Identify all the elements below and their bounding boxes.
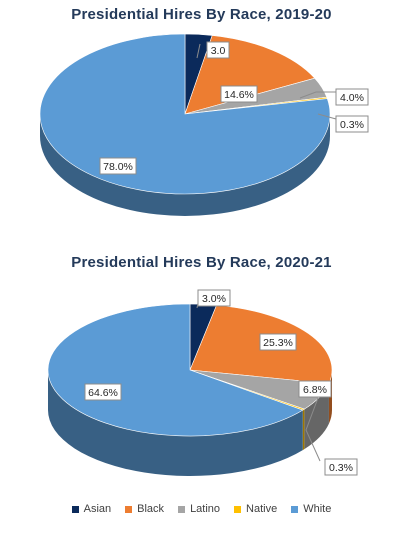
leader-line-native-2019-20 [317, 113, 337, 120]
svg-text:14.6%: 14.6% [224, 89, 254, 101]
chart-title-2020-21: Presidential Hires By Race, 2020-21 [71, 254, 332, 271]
pie-slice-white-2019-20 [39, 33, 331, 195]
svg-text:0.3%: 0.3% [340, 119, 364, 131]
legend-swatch-latino [178, 505, 186, 513]
data-label-latino-2019-20: 4.0% [335, 88, 369, 106]
svg-text:78.0%: 78.0% [103, 161, 133, 173]
chart-legend: Asian Black Latino Native White [0, 503, 403, 515]
legend-label-black: Black [137, 503, 165, 515]
legend-swatch-white [291, 505, 299, 513]
legend-item-asian: Asian [71, 503, 112, 515]
data-label-native-2019-20: 0.3% [335, 115, 369, 133]
svg-text:25.3%: 25.3% [263, 337, 293, 349]
data-label-black-2020-21: 25.3% [259, 333, 297, 351]
data-label-asian-2019-20: 3.0 [206, 41, 230, 59]
leader-line-asian-2019-20 [196, 43, 201, 59]
data-label-native-2020-21: 0.3% [324, 458, 358, 476]
data-label-white-2019-20: 78.0% [99, 157, 137, 175]
svg-text:3.0: 3.0 [211, 45, 226, 57]
legend-swatch-asian [71, 505, 79, 513]
pie-chart-2019-20: 3.0 14.6% 4.0% 0.3% 78.0% [39, 33, 369, 216]
leader-line-native-2020-21 [305, 397, 321, 462]
svg-text:64.6%: 64.6% [88, 387, 118, 399]
svg-text:4.0%: 4.0% [340, 92, 364, 104]
leader-line-latino-2019-20 [299, 91, 336, 99]
legend-item-black: Black [125, 503, 164, 515]
pie-chart-2020-21: 3.0% 25.3% 6.8% 0.3% 64.6% [47, 289, 358, 476]
legend-label-white: White [303, 503, 332, 515]
legend-item-native: Native [234, 503, 277, 515]
data-label-asian-2020-21: 3.0% [197, 289, 231, 307]
svg-text:3.0%: 3.0% [202, 293, 226, 305]
svg-text:0.3%: 0.3% [329, 462, 353, 474]
legend-swatch-native [234, 505, 242, 513]
pie-side-white-2020-21 [48, 370, 303, 476]
data-label-black-2019-20: 14.6% [220, 85, 258, 103]
pie-side-latino-2020-21 [304, 383, 329, 450]
legend-label-asian: Asian [83, 503, 112, 515]
chart-title-2019-20: Presidential Hires By Race, 2019-20 [71, 6, 332, 23]
legend-label-native: Native [246, 503, 278, 515]
pie-sides-2019-20 [40, 114, 330, 216]
legend-swatch-black [125, 505, 133, 513]
pie-side-white-2019-20 [40, 114, 330, 216]
pie-slice-white-2020-21 [47, 303, 304, 437]
pie-side-native-2020-21 [302, 409, 305, 451]
svg-text:6.8%: 6.8% [303, 384, 327, 396]
legend-label-latino: Latino [190, 503, 221, 515]
legend-item-white: White [291, 503, 331, 515]
legend-item-latino: Latino [178, 503, 220, 515]
data-label-latino-2020-21: 6.8% [298, 380, 332, 398]
data-label-white-2020-21: 64.6% [84, 383, 122, 401]
